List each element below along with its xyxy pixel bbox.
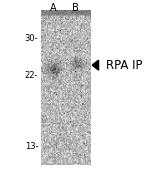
Text: 30-: 30-	[25, 33, 38, 42]
Polygon shape	[92, 60, 99, 70]
Text: RPA IP: RPA IP	[106, 59, 142, 72]
Text: 13-: 13-	[25, 142, 38, 151]
Text: 22-: 22-	[25, 71, 38, 80]
Text: B: B	[72, 3, 79, 13]
Text: A: A	[50, 3, 57, 13]
